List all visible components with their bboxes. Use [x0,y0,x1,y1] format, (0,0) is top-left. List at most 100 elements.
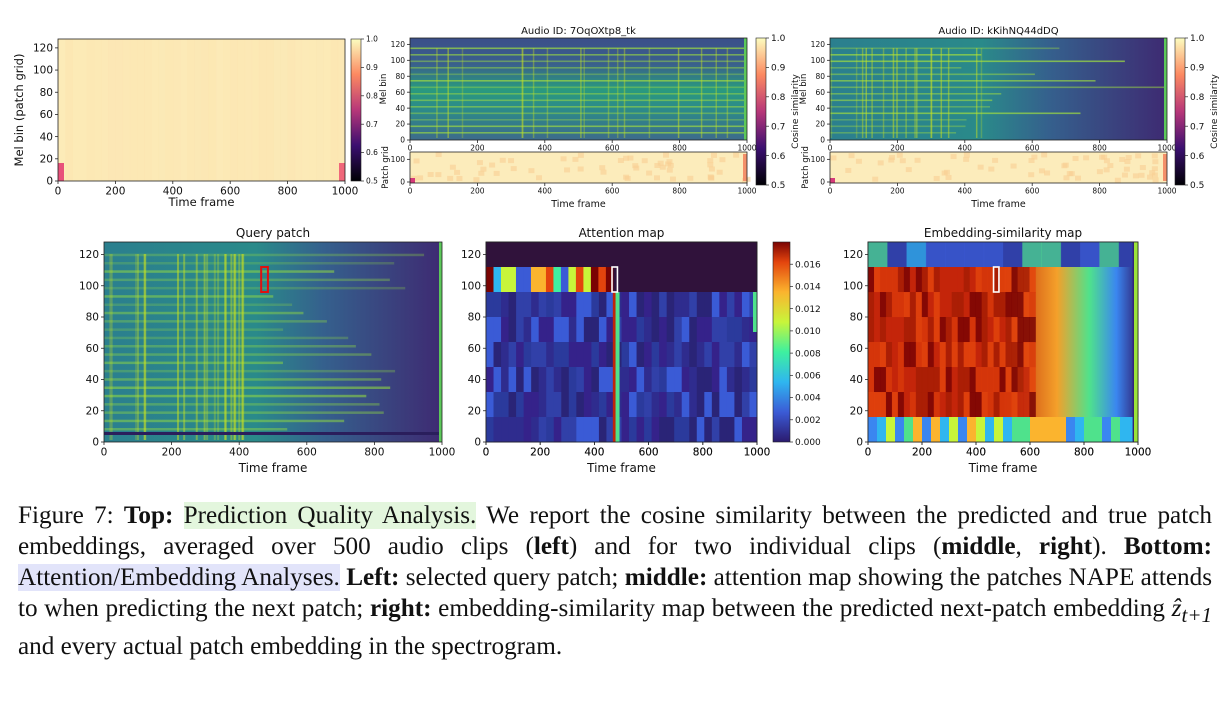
attention-cell [726,317,735,343]
similarity-cell [951,317,959,343]
similarity-cell [909,367,917,393]
similarity-cell [987,267,994,293]
heatmap-cell [86,39,95,181]
attention-cell [583,417,592,443]
onset-streak [234,254,237,440]
x-tick-label: 400 [538,187,553,196]
similarity-cell [1011,292,1018,318]
onset-streak [715,48,717,138]
onset-streak [176,254,179,440]
attention-cell [696,392,705,418]
query-patch-panel: Query patch 0 200 400 600 800 1000 0 20 40 60 80 100… [79,226,455,475]
similarity-cell [1060,242,1081,267]
similarity-cell [969,292,977,318]
similarity-cell [873,317,881,343]
patch-cell [654,175,661,181]
similarity-cell [983,242,1004,267]
attention-cell [621,342,630,368]
similarity-cell [879,267,887,293]
x-tick-label: 0 [865,447,872,459]
x-axis-label: Time frame [550,199,606,210]
heatmap-cell [101,39,109,181]
attention-cell [493,367,502,393]
patch-cell [988,166,995,172]
y-tick-label: 0 [46,176,53,188]
similarity-cell [1093,417,1103,442]
similarity-cell [933,267,941,293]
attention-cell [508,317,517,343]
attention-cell [576,342,585,368]
attention-cell [666,367,675,393]
clip-panel-1: Audio ID: 7OqOXtp8_tk0 200 400 600 800 100002… [379,26,801,210]
attention-cell [741,367,750,393]
harmonic-band [104,295,274,298]
patch-cell [830,155,837,161]
patch-cell [1119,156,1126,162]
attention-cell [523,292,532,318]
x-tick-label: 400 [229,447,249,459]
attention-cell [501,292,509,318]
similarity-cell [873,392,881,418]
x-tick-label: 800 [693,447,713,459]
edge-patch [1163,154,1167,181]
x-tick-label: 600 [1020,447,1040,459]
y-tick-label: 40 [850,374,863,386]
attention-cell [501,417,509,443]
similarity-cell [993,267,1000,293]
figure-label: Figure 7: [18,502,114,529]
similarity-cell [903,317,911,343]
harmonic-band [104,253,425,257]
similarity-cell [1023,342,1030,368]
heatmap-cell [251,39,260,181]
attention-cell [711,417,720,443]
y-tick-label: 100 [33,65,53,77]
patch-cell [456,175,463,181]
colorbar-label: Cosine similarity [791,74,801,149]
attention-cell [681,417,690,443]
plot-frame [409,37,748,141]
x-tick-label: 600 [1025,187,1040,196]
harmonic-band [104,403,380,406]
attention-cell [598,267,607,292]
attention-cell [749,367,758,393]
harmonic-band [104,369,396,373]
attention-cell [674,292,683,318]
panel-title: Audio ID: 7OqOXtp8_tk [521,26,636,37]
patch-cell [1138,172,1145,178]
attention-cell [629,417,637,443]
attention-cell [606,417,615,443]
patch-cell [716,169,723,175]
panel-title: Query patch [236,226,310,240]
caption-text-2: audio clips ( [370,533,534,560]
attention-cell [726,367,735,393]
patch-cell [447,175,454,181]
patch-cell [666,167,673,173]
edge-column [753,292,757,332]
similarity-cell [1017,367,1024,393]
similarity-cell [897,317,905,343]
harmonic-band [104,361,283,365]
x-tick-label: 0 [828,187,833,196]
attention-cell [734,292,743,318]
patch-cell [877,160,884,166]
patch-cell [1149,170,1156,176]
patch-cell [632,163,639,169]
attention-cell [644,342,653,368]
similarity-cell [963,392,971,418]
plot-frame [867,241,1139,443]
harmonic-band [104,320,327,323]
attention-cell [553,392,562,418]
harmonic-band [104,278,390,282]
onset-streak [143,254,146,440]
similarity-cell [964,242,985,267]
y-tick-label: 100 [391,155,406,164]
similarity-cell [879,317,887,343]
patch-cell [719,157,726,163]
query-patch-box [992,266,1000,293]
y-tick-label: 80 [850,312,863,324]
y-tick-label: 120 [33,43,53,55]
harmonic-band [830,112,1081,115]
similarity-cell [999,317,1006,343]
patch-cell [950,154,957,160]
